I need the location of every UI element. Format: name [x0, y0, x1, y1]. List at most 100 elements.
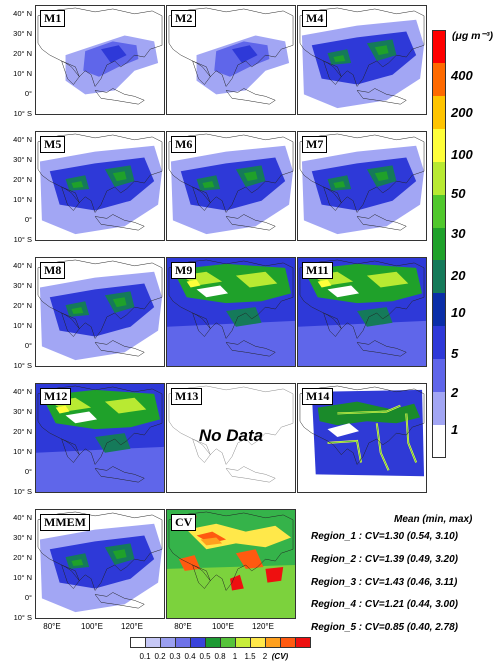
stats-region-2: Region_2 : CV=1.39 (0.49, 3.20) — [311, 554, 459, 565]
colorbar-tick-label: 20 — [451, 268, 466, 283]
colorbar-tick-label: 100 — [451, 147, 473, 162]
lat-tick-label: 30° N — [13, 155, 32, 164]
no-data-label: No Data — [198, 426, 264, 445]
colorbar-tick-label: 2 — [451, 385, 459, 400]
colorbar-tick-label: 50 — [451, 186, 466, 201]
lat-tick-label: 20° N — [13, 301, 32, 310]
lon-tick-label: 100°E — [212, 622, 234, 631]
cv-tick-label: 0.2 — [154, 652, 166, 661]
cv-tick-label: 0.5 — [199, 652, 211, 661]
stats-title: Mean (min, max) — [394, 514, 473, 525]
stats-region-3: Region_3 : CV=1.43 (0.46, 3.11) — [311, 577, 458, 588]
map-panel-m1: M1 — [35, 5, 165, 115]
panel-label: MMEM — [40, 514, 90, 531]
lat-tick-label: 10° S — [13, 361, 32, 370]
panel-label: M8 — [40, 262, 66, 279]
lat-tick-label: 40° N — [13, 387, 32, 396]
cv-colorbar-segment — [295, 637, 311, 648]
lat-tick-label: 10° N — [13, 573, 32, 582]
colorbar-segment — [432, 161, 446, 195]
lat-tick-label: 40° N — [13, 9, 32, 18]
cv-colorbar-segment — [145, 637, 161, 648]
panel-label: M2 — [171, 10, 197, 27]
lat-tick-label: 20° N — [13, 175, 32, 184]
map-panel-m2: M2 — [166, 5, 296, 115]
lat-tick-label: 10° N — [13, 69, 32, 78]
colorbar-tick-label: 30 — [451, 226, 466, 241]
lat-tick-label: 10° N — [13, 321, 32, 330]
lat-tick-label: 30° N — [13, 533, 32, 542]
lat-tick-label: 10° N — [13, 447, 32, 456]
cv-colorbar-segment — [235, 637, 251, 648]
cv-colorbar-segment — [205, 637, 221, 648]
cv-colorbar-segment — [220, 637, 236, 648]
map-panel-m11: M11 — [297, 257, 427, 367]
panel-label: M12 — [40, 388, 72, 405]
colorbar-tick-label: 400 — [451, 68, 473, 83]
cv-colorbar-segment — [280, 637, 296, 648]
lon-tick-label: 100°E — [81, 622, 103, 631]
cv-colorbar-segment — [160, 637, 176, 648]
colorbar-tick-label: 10 — [451, 305, 466, 320]
map-canvas — [167, 132, 295, 240]
colorbar-segment — [432, 425, 446, 458]
cv-tick-label: 0.8 — [214, 652, 226, 661]
map-panel-m4: M4 — [297, 5, 427, 115]
lat-tick-label: 40° N — [13, 513, 32, 522]
map-panel-m6: M6 — [166, 131, 296, 241]
cv-tick-label: 1.5 — [244, 652, 256, 661]
stats-region-4: Region_4 : CV=1.21 (0.44, 3.00) — [311, 599, 459, 610]
stats-region-1: Region_1 : CV=1.30 (0.54, 3.10) — [311, 531, 459, 542]
colorbar-segment — [432, 260, 446, 294]
lat-tick-label: 0° — [24, 467, 32, 476]
cv-tick-label: 0.3 — [169, 652, 181, 661]
panel-label: M4 — [302, 10, 328, 27]
map-panel-m14: M14 — [297, 383, 427, 493]
map-canvas — [167, 510, 295, 618]
lat-tick-label: 0° — [24, 89, 32, 98]
map-canvas — [36, 510, 164, 618]
colorbar-segment — [432, 227, 446, 261]
panel-label: M6 — [171, 136, 197, 153]
panel-label: CV — [171, 514, 197, 531]
map-panel-m13: M13 No Data — [166, 383, 296, 493]
lat-tick-label: 40° N — [13, 135, 32, 144]
lon-tick-label: 120°E — [121, 622, 143, 631]
map-panel-m7: M7 — [297, 131, 427, 241]
panel-label: M13 — [171, 388, 203, 405]
lat-tick-label: 10° N — [13, 195, 32, 204]
colorbar-unit: (μg m⁻³) — [452, 30, 494, 42]
lat-tick-label: 10° S — [13, 109, 32, 118]
lat-tick-label: 10° S — [13, 613, 32, 622]
lat-tick-label: 0° — [24, 593, 32, 602]
lat-tick-label: 20° N — [13, 553, 32, 562]
cv-tick-label: 2 — [262, 652, 268, 661]
map-panel-m8: M8 — [35, 257, 165, 367]
cv-colorbar-segment — [175, 637, 191, 648]
map-canvas — [298, 384, 426, 492]
panel-label: M7 — [302, 136, 328, 153]
stats-region-5: Region_5 : CV=0.85 (0.40, 2.78) — [311, 622, 459, 633]
panel-label: M1 — [40, 10, 66, 27]
lon-tick-label: 120°E — [252, 622, 274, 631]
map-canvas — [298, 132, 426, 240]
map-panel-m5: M5 — [35, 131, 165, 241]
map-canvas — [168, 385, 294, 483]
lon-tick-label: 80°E — [43, 622, 61, 631]
colorbar-segment — [432, 359, 446, 393]
cv-tick-label: 0.1 — [139, 652, 151, 661]
lat-tick-label: 10° S — [13, 487, 32, 496]
cv-tick-label: 0.4 — [184, 652, 196, 661]
lon-tick-label: 80°E — [174, 622, 192, 631]
panel-label: M14 — [302, 388, 334, 405]
colorbar-tick-label: 5 — [451, 346, 459, 361]
cv-colorbar-segment — [130, 637, 146, 648]
cv-tick-label: 1 — [232, 652, 238, 661]
map-panel-m9: M9 — [166, 257, 296, 367]
lat-tick-label: 30° N — [13, 29, 32, 38]
lat-tick-label: 10° S — [13, 235, 32, 244]
colorbar-segment — [432, 392, 446, 426]
lat-tick-label: 30° N — [13, 281, 32, 290]
lat-tick-label: 0° — [24, 341, 32, 350]
colorbar-segment — [432, 293, 446, 327]
